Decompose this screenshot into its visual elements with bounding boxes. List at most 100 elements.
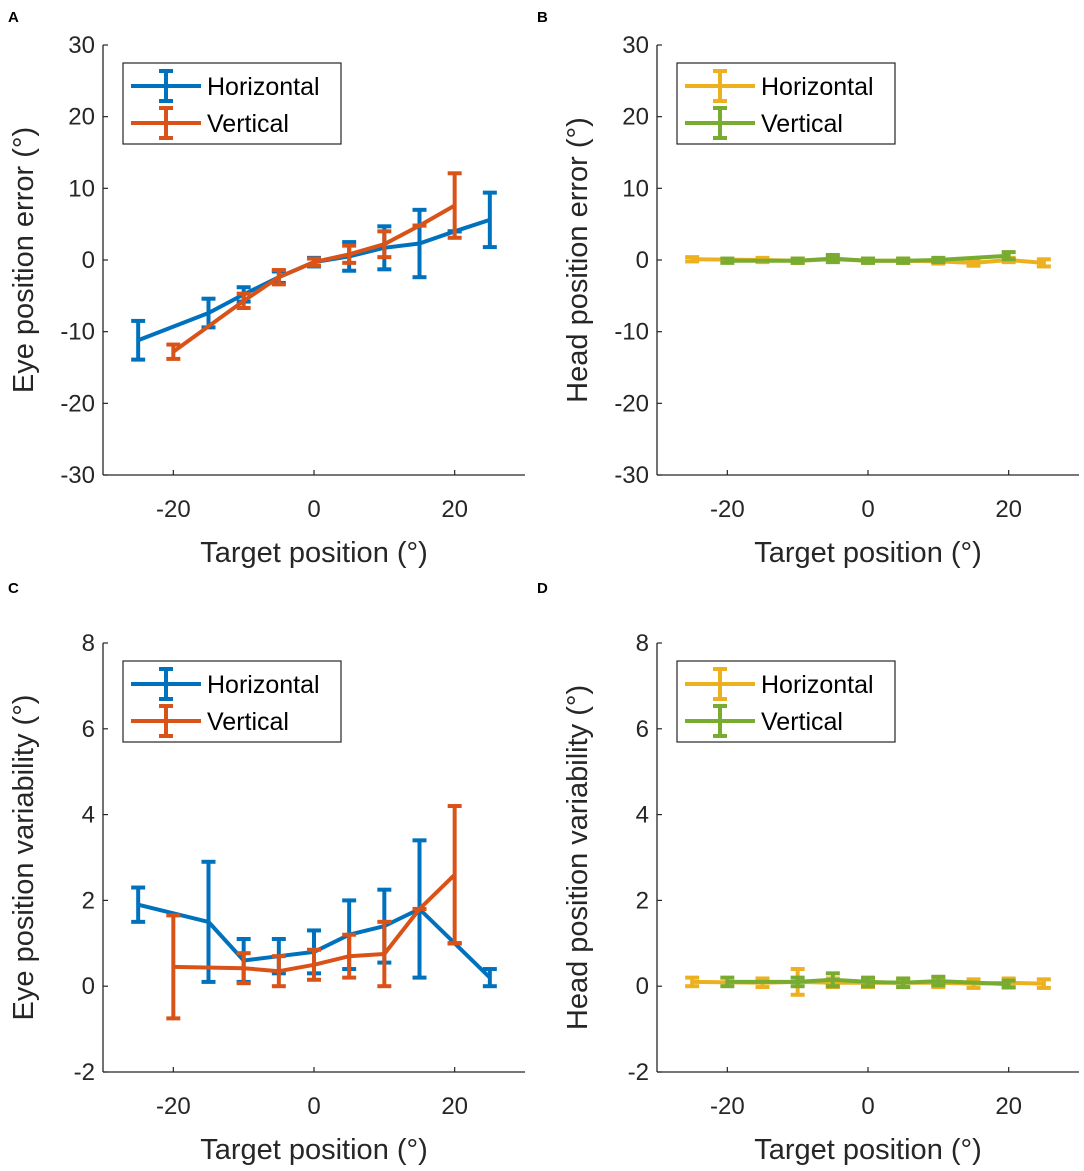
- series-line: [173, 873, 457, 974]
- error-bar: [201, 859, 216, 984]
- error-bar: [685, 975, 700, 989]
- error-bar: [482, 190, 497, 250]
- error-bar: [307, 256, 321, 268]
- error-bar: [861, 256, 875, 265]
- error-bar: [896, 976, 911, 990]
- y-tick-label: -30: [614, 462, 649, 489]
- x-tick-label: 0: [307, 1093, 320, 1120]
- y-tick-label: 6: [636, 716, 649, 743]
- error-bar: [720, 975, 735, 989]
- y-tick-label: 30: [68, 32, 95, 59]
- y-axis-label: Eye position error (°): [8, 127, 40, 393]
- legend-box: [122, 62, 342, 145]
- y-tick-label: -30: [60, 462, 95, 489]
- y-tick-label: 2: [82, 887, 95, 914]
- y-tick-label: 20: [68, 104, 95, 131]
- series-vertical: [166, 171, 462, 361]
- error-bar: [342, 932, 357, 980]
- error-bar: [412, 207, 427, 280]
- series-vertical: [720, 971, 1016, 990]
- y-axis-label: Eye position variability (°): [8, 695, 40, 1021]
- error-bar: [825, 971, 840, 989]
- legend-item: Horizontal: [685, 667, 874, 701]
- error-bar: [377, 229, 392, 260]
- error-bar: [307, 947, 321, 982]
- x-axis-label: Target position (°): [754, 1134, 982, 1166]
- x-axis-label: Target position (°): [200, 1134, 428, 1166]
- legend-label: Horizontal: [207, 73, 320, 101]
- x-tick-label: 20: [995, 1093, 1022, 1120]
- legend-item: Horizontal: [131, 667, 320, 701]
- y-tick-label: 8: [82, 630, 95, 657]
- error-bar: [271, 268, 286, 287]
- error-bar: [1036, 257, 1051, 269]
- error-bar: [825, 252, 840, 265]
- error-bar: [131, 885, 146, 924]
- panel-letter: C: [8, 580, 19, 597]
- series-line: [137, 902, 492, 980]
- x-tick-label: 0: [307, 496, 320, 523]
- error-bar: [1001, 978, 1016, 990]
- y-axis-label: Head position variability (°): [562, 685, 594, 1030]
- y-tick-label: 10: [68, 175, 95, 202]
- error-bar: [271, 954, 286, 989]
- legend-item: Vertical: [685, 106, 843, 140]
- legend-item: Vertical: [685, 704, 843, 738]
- legend-label: Vertical: [207, 110, 289, 138]
- panel-letter: D: [537, 580, 548, 597]
- x-tick-label: 20: [441, 1093, 468, 1120]
- error-bar: [377, 919, 392, 989]
- y-tick-label: 0: [82, 973, 95, 1000]
- legend-label: Vertical: [761, 708, 843, 736]
- error-bar: [482, 967, 497, 989]
- legend: Horizontal Vertical: [676, 62, 896, 145]
- x-tick-label: 20: [995, 496, 1022, 523]
- panel-letter: A: [8, 9, 19, 26]
- error-bar: [1001, 250, 1016, 262]
- series-vertical: [166, 804, 462, 1021]
- series-horizontal: [131, 190, 497, 362]
- y-tick-label: 2: [636, 887, 649, 914]
- panel-b: B 30 20 10 0 -10 -20 -30 -20 0 20 Target position (…: [537, 9, 1079, 569]
- error-bar: [447, 804, 462, 946]
- y-tick-label: 8: [636, 630, 649, 657]
- legend-item: Vertical: [131, 106, 289, 140]
- y-tick-label: -20: [60, 390, 95, 417]
- y-tick-label: -2: [74, 1059, 95, 1086]
- legend: Horizontal Vertical: [676, 660, 896, 743]
- y-tick-label: 0: [636, 247, 649, 274]
- y-tick-label: 30: [622, 32, 649, 59]
- y-tick-label: 4: [82, 802, 95, 829]
- error-bar: [166, 342, 181, 361]
- error-bar: [931, 974, 946, 988]
- y-tick-label: 0: [82, 247, 95, 274]
- panel-letter: B: [537, 9, 548, 26]
- x-axis-label: Target position (°): [754, 537, 982, 569]
- error-bar: [896, 256, 911, 265]
- legend-label: Vertical: [207, 708, 289, 736]
- error-bar: [790, 975, 805, 989]
- legend-box: [676, 62, 896, 145]
- x-tick-label: 0: [861, 496, 874, 523]
- error-bar: [342, 243, 357, 265]
- legend-label: Vertical: [761, 110, 843, 138]
- y-tick-label: 10: [622, 175, 649, 202]
- error-bar: [1036, 977, 1051, 990]
- y-tick-label: -2: [628, 1059, 649, 1086]
- y-tick-label: 0: [636, 973, 649, 1000]
- x-tick-label: -20: [156, 1093, 191, 1120]
- series-line: [172, 203, 456, 354]
- legend: Horizontal Vertical: [122, 62, 342, 145]
- y-tick-label: 20: [622, 104, 649, 131]
- x-tick-label: 0: [861, 1093, 874, 1120]
- legend-label: Horizontal: [761, 671, 874, 699]
- error-bar: [790, 256, 805, 265]
- legend-label: Horizontal: [761, 73, 874, 101]
- error-bar: [720, 256, 735, 265]
- error-bar: [131, 318, 146, 362]
- legend-box: [676, 660, 896, 743]
- x-tick-label: 20: [441, 496, 468, 523]
- legend-item: Horizontal: [131, 69, 320, 103]
